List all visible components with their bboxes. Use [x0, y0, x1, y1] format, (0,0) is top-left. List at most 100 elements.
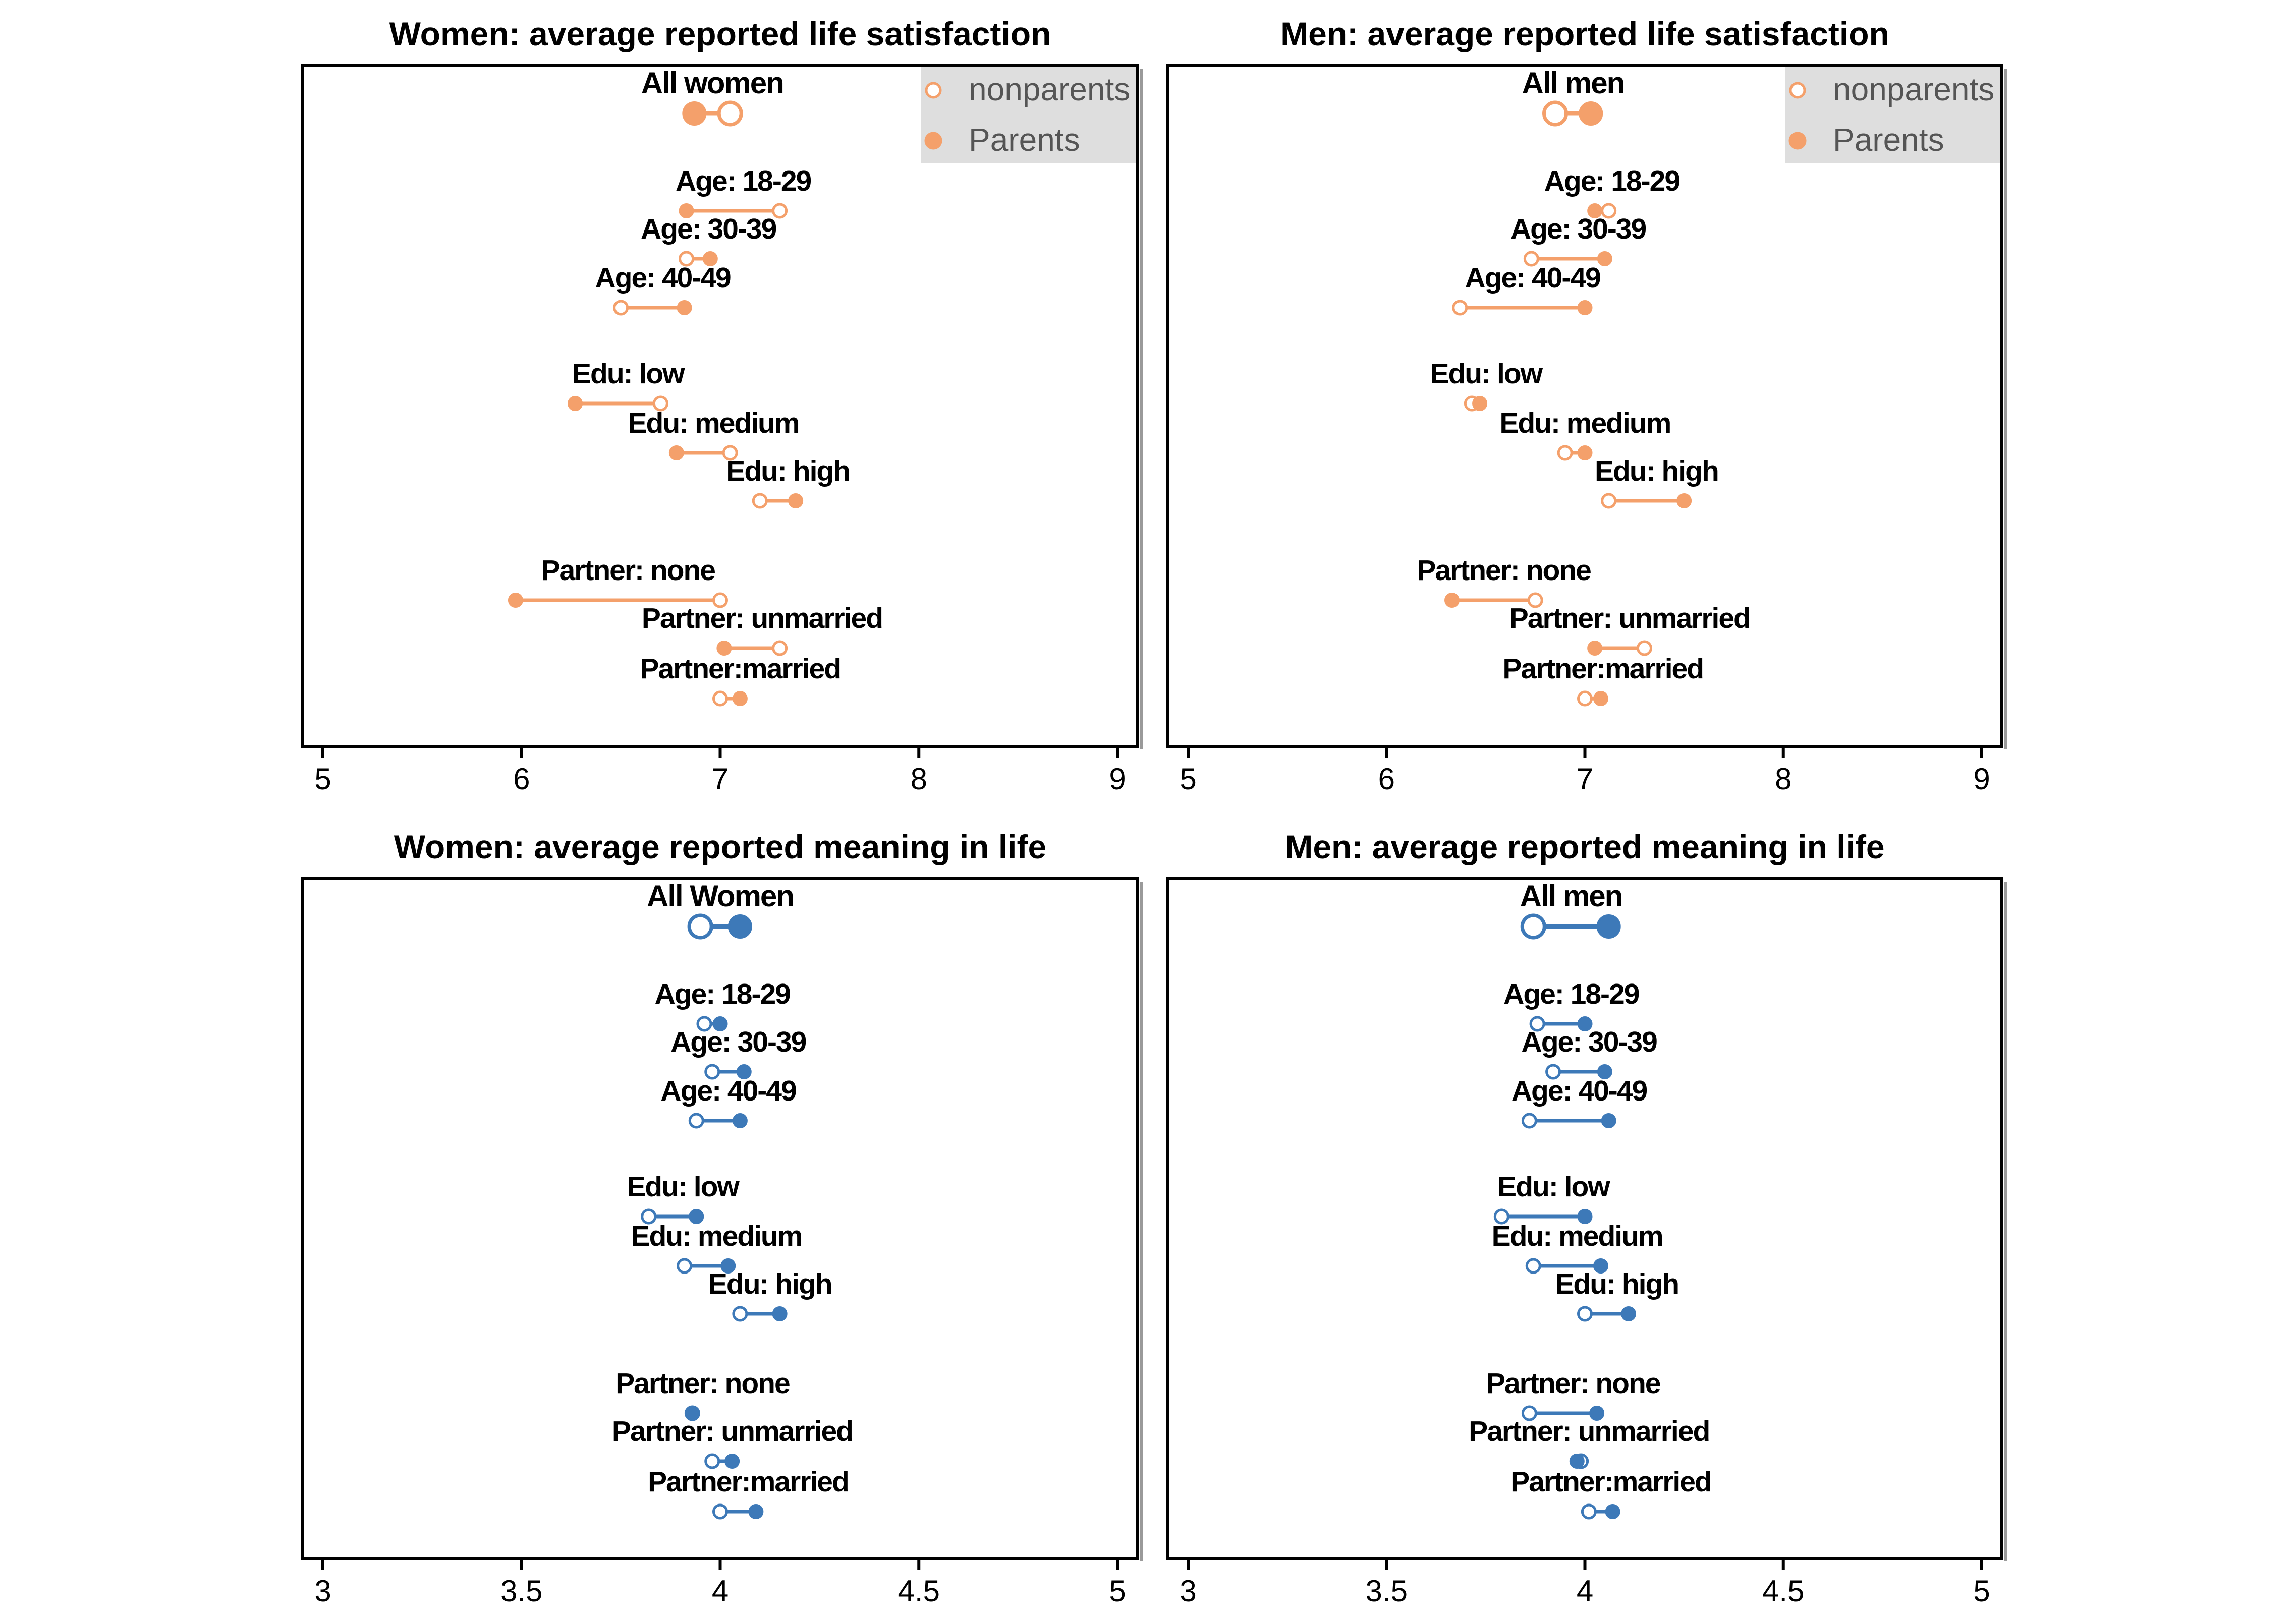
- legend-nonparents-marker: [925, 82, 942, 99]
- x-tick-label: 3.5: [500, 1574, 542, 1608]
- row-label: Age: 30-39: [641, 213, 776, 245]
- row-partner-married: Partner:married: [1510, 1466, 1712, 1520]
- panel-women-average-reported-life-satisfaction: Women: average reported life satisfactio…: [301, 15, 1143, 796]
- row-age-40-49: Age: 40-49: [1511, 1075, 1648, 1129]
- parents-point: [1589, 1406, 1605, 1421]
- nonparents-point: [1521, 1405, 1537, 1421]
- parents-point: [1587, 203, 1603, 218]
- x-tick-label: 5: [1973, 1574, 1990, 1608]
- row-label: Age: 40-49: [595, 262, 731, 294]
- row-label: All men: [1520, 879, 1622, 913]
- row-edu-low: Edu: low: [627, 1171, 741, 1225]
- parents-point: [716, 641, 732, 656]
- row-age-30-39: Age: 30-39: [1510, 213, 1647, 267]
- nonparents-point: [1493, 1208, 1509, 1225]
- row-all-women: All Women: [647, 879, 795, 940]
- row-label: Partner:married: [1502, 653, 1703, 685]
- row-label: Partner:married: [1510, 1466, 1711, 1498]
- parents-point: [1569, 1454, 1585, 1469]
- row-label: Edu: low: [1497, 1171, 1610, 1203]
- parents-point: [1587, 641, 1603, 656]
- parents-point: [788, 493, 804, 508]
- nonparents-point: [712, 690, 728, 707]
- legend-nonparents-marker: [1789, 82, 1806, 99]
- parents-point: [720, 1258, 736, 1274]
- row-edu-high: Edu: high: [726, 455, 851, 509]
- row-partner-none: Partner: none: [615, 1367, 791, 1421]
- row-age-30-39: Age: 30-39: [670, 1026, 807, 1080]
- row-partner-married: Partner:married: [648, 1466, 850, 1520]
- x-tick-label: 5: [314, 762, 331, 796]
- nonparents-point: [641, 1208, 657, 1225]
- parents-point: [1597, 1064, 1612, 1079]
- row-all-men: All men: [1522, 66, 1625, 127]
- x-tick-label: 8: [911, 762, 927, 796]
- row-age-30-39: Age: 30-39: [641, 213, 777, 267]
- row-edu-high: Edu: high: [1595, 455, 1719, 509]
- parents-point: [1579, 101, 1603, 126]
- parents-point: [1577, 1016, 1593, 1031]
- row-edu-medium: Edu: medium: [1499, 407, 1671, 461]
- row-age-40-49: Age: 40-49: [1452, 262, 1601, 316]
- row-label: Partner:married: [648, 1466, 849, 1498]
- parents-point: [724, 1454, 740, 1469]
- parents-point: [1596, 914, 1621, 939]
- nonparents-point: [652, 395, 668, 412]
- nonparents-point: [732, 1306, 748, 1322]
- row-label: Edu: low: [1430, 358, 1543, 390]
- parents-point: [1577, 1209, 1593, 1224]
- parents-point: [689, 1209, 704, 1224]
- nonparents-point: [1545, 1064, 1561, 1080]
- row-age-18-29: Age: 18-29: [1503, 978, 1640, 1032]
- legend: nonparents Parents: [921, 67, 1136, 163]
- legend-parents-label: Parents: [969, 122, 1080, 158]
- row-label: Age: 30-39: [670, 1026, 806, 1058]
- row-label: Edu: high: [708, 1268, 832, 1300]
- nonparents-point: [717, 100, 743, 127]
- parents-point: [748, 1504, 764, 1519]
- nonparents-point: [1520, 913, 1546, 940]
- legend-box: [921, 67, 1136, 163]
- parents-point: [685, 1406, 700, 1421]
- row-label: Edu: high: [726, 455, 850, 487]
- nonparents-point: [1529, 1016, 1545, 1032]
- nonparents-point: [772, 640, 788, 656]
- row-edu-medium: Edu: medium: [631, 1220, 803, 1274]
- nonparents-point: [687, 913, 713, 940]
- row-partner-none: Partner: none: [508, 554, 728, 608]
- nonparents-point: [1601, 493, 1617, 509]
- x-tick-label: 5: [1109, 1574, 1126, 1608]
- legend-nonparents-label: nonparents: [1833, 71, 1994, 107]
- nonparents-point: [712, 1503, 728, 1520]
- nonparents-point: [696, 1016, 712, 1032]
- nonparents-point: [1523, 251, 1539, 267]
- row-partner-unmarried: Partner: unmarried: [642, 602, 883, 656]
- row-label: Partner: unmarried: [642, 602, 882, 634]
- parents-point: [1597, 251, 1612, 266]
- nonparents-point: [677, 1258, 693, 1274]
- nonparents-point: [752, 493, 768, 509]
- row-partner-married: Partner:married: [1502, 653, 1704, 707]
- row-age-18-29: Age: 18-29: [1544, 165, 1681, 219]
- nonparents-point: [1581, 1503, 1597, 1520]
- row-label: Partner:married: [640, 653, 841, 685]
- row-label: All men: [1522, 66, 1625, 100]
- panel-title: Women: average reported life satisfactio…: [389, 15, 1051, 52]
- row-label: All Women: [647, 879, 794, 913]
- nonparents-point: [712, 592, 728, 608]
- parents-point: [679, 203, 694, 218]
- nonparents-point: [1577, 1306, 1593, 1322]
- row-edu-low: Edu: low: [568, 358, 686, 412]
- parents-point: [712, 1016, 728, 1031]
- row-label: Age: 18-29: [676, 165, 811, 197]
- row-edu-low: Edu: low: [1430, 358, 1544, 412]
- row-label: Partner: none: [541, 554, 715, 587]
- row-edu-high: Edu: high: [1555, 1268, 1679, 1322]
- x-tick-label: 3: [1180, 1574, 1196, 1608]
- x-tick-label: 7: [712, 762, 729, 796]
- x-tick-label: 3.5: [1366, 1574, 1408, 1608]
- row-label: Edu: medium: [1492, 1220, 1663, 1252]
- parents-point: [682, 101, 707, 126]
- row-partner-unmarried: Partner: unmarried: [612, 1415, 854, 1469]
- row-label: Age: 18-29: [1503, 978, 1639, 1010]
